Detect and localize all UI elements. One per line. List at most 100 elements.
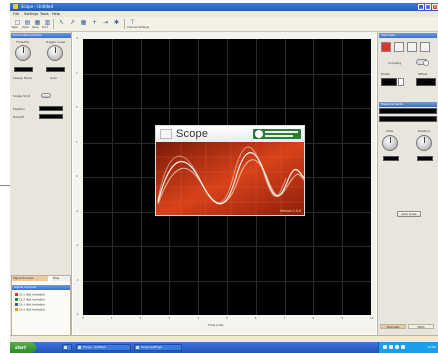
menu-help[interactable]: Help	[52, 12, 60, 16]
toolbar-separator	[124, 19, 125, 29]
time-div-knob[interactable]	[15, 45, 31, 61]
grid-line-horizontal	[83, 246, 371, 247]
channel-color-swatch	[15, 308, 18, 311]
y-tick-label: 3	[76, 71, 78, 75]
y-tick-label: 2	[76, 106, 78, 109]
toolbar-button-5[interactable]: ↗	[68, 19, 76, 30]
tab-signal-sources[interactable]: Signal Sources	[12, 276, 48, 281]
start-button[interactable]: start	[10, 342, 36, 353]
taskbar-app-1[interactable]	[62, 344, 72, 351]
channel-2-color-button[interactable]	[394, 42, 404, 52]
tab-channels[interactable]: Channels	[380, 324, 406, 329]
channel-4-color-button[interactable]	[420, 42, 430, 52]
channel-color-swatch	[15, 293, 18, 296]
toolbar-button-3[interactable]: ▥ Print	[42, 19, 51, 30]
x-tick-label: 9	[341, 317, 343, 320]
minimize-button[interactable]: _	[418, 4, 424, 10]
toolbar-button-9[interactable]: ✱	[112, 19, 120, 30]
volts-label: Volts	[386, 129, 394, 133]
close-button[interactable]: ×	[432, 4, 438, 10]
tray-icon[interactable]	[383, 345, 387, 349]
tray-icon[interactable]	[401, 345, 405, 349]
channel-1-color-button[interactable]	[381, 42, 391, 52]
y-tick-label: -1	[76, 209, 79, 213]
zoom-icon: ↗	[69, 19, 76, 26]
position-field[interactable]	[39, 106, 63, 111]
brand-text-line	[265, 131, 298, 133]
signal-source-item[interactable]: Ch 2 (Not Available)	[15, 298, 45, 302]
right-channel-panel: Channels Coupling Probe Offset Measureme…	[377, 32, 438, 342]
x-axis-label: Time (mS)	[208, 323, 224, 327]
x-tick-label: 7	[283, 317, 286, 320]
probe-label: Probe	[381, 72, 390, 76]
toolbar: □ New ▤ Open ▦ Save ▥ Print ↖ ↗ ▦ + ⇥ ✱ ⊤ Channel Setti…	[10, 17, 438, 32]
tray-icon[interactable]	[389, 345, 393, 349]
scope-display-frame: 0 1 2 3 4 5 6 7 8 9 10 4 3 2 1 0 -1 -2 -3 -4 Time (mS) Sco…	[73, 32, 376, 334]
toolbar-button-label: Save	[32, 26, 39, 29]
splash-title: Scope	[176, 128, 209, 140]
taskbar-app-settings[interactable]: Scope Settings	[134, 344, 182, 351]
menu-tools[interactable]: Tools	[40, 12, 49, 16]
splash-waveform-art	[156, 142, 304, 215]
signal-source-label: Ch 2 (Not Available)	[19, 298, 45, 302]
position-knob-label: Position	[418, 129, 430, 133]
position-knob[interactable]	[416, 135, 432, 151]
signal-source-item[interactable]: Ch 4 (Not Available)	[15, 308, 45, 312]
x-tick-label: 4	[197, 317, 199, 320]
signal-source-item[interactable]: Ch 1 (Not Available)	[15, 293, 45, 297]
window-titlebar[interactable]: Scope - Untitled _ □ ×	[10, 3, 438, 11]
brand-mark-icon	[255, 130, 263, 138]
toolbar-button-1[interactable]: ▤ Open	[22, 19, 31, 30]
toolbar-button-6[interactable]: ▦	[79, 19, 87, 30]
open-folder-icon: ▤	[24, 19, 31, 26]
x-tick-label: 5	[226, 317, 228, 320]
single-shot-label: Single Shot	[13, 94, 30, 98]
scope-logo-icon	[160, 129, 172, 139]
x-tick-label: 2	[139, 317, 142, 320]
trigger-level-knob[interactable]	[47, 45, 63, 61]
toolbar-button-2[interactable]: ▦ Save	[32, 19, 41, 30]
menu-file[interactable]: File	[13, 12, 19, 16]
y-tick-label: -4	[76, 313, 79, 316]
window-title: Scope - Untitled	[21, 4, 53, 9]
toolbar-button-label: New	[12, 26, 18, 29]
trigger-level-readout	[46, 67, 65, 72]
grid-line-horizontal	[83, 281, 371, 282]
taskbar-app-scope[interactable]: Scope - Untitled	[76, 344, 131, 351]
offset-readout	[416, 78, 436, 86]
volts-knob[interactable]	[382, 135, 398, 151]
sweep-mode-value[interactable]: Auto	[50, 76, 57, 80]
holdoff-field[interactable]	[39, 114, 63, 119]
signal-source-item[interactable]: Ch 3 (Not Available)	[15, 303, 45, 307]
grid-line-horizontal	[83, 108, 371, 109]
sweep-mode-label: Sweep Mode	[13, 76, 33, 80]
toolbar-button-4[interactable]: ↖	[57, 19, 65, 30]
status-bar	[10, 335, 438, 342]
channel-3-color-button[interactable]	[407, 42, 417, 52]
signal-source-label: Ch 3 (Not Available)	[19, 303, 45, 307]
maximize-button[interactable]: □	[425, 4, 431, 10]
splash-version: Version 1.0.0	[280, 209, 301, 213]
app-icon	[13, 4, 18, 9]
grid-icon: ▦	[80, 19, 87, 26]
tab-math[interactable]: Math	[408, 324, 434, 329]
toolbar-button-label: Open	[22, 26, 29, 29]
auto-scale-button[interactable]: Auto Scale	[397, 211, 421, 217]
toolbar-button-8[interactable]: ⇥	[101, 19, 109, 30]
position-label: Position	[13, 107, 25, 111]
horizontal-controls-header: Horizontal Controls	[11, 33, 71, 38]
time-div-readout	[14, 67, 33, 72]
tray-icon[interactable]	[395, 345, 399, 349]
channel-color-swatch	[15, 303, 18, 306]
toolbar-button-10[interactable]: ⊤ Channel Settings	[127, 19, 149, 30]
tab-files[interactable]: Files	[52, 276, 70, 281]
left-control-panel: Horizontal Controls Time/Div Trigger Lev…	[10, 32, 72, 342]
probe-spinner[interactable]	[398, 78, 404, 86]
toolbar-button-0[interactable]: □ New	[12, 19, 21, 30]
toolbar-button-7[interactable]: +	[90, 19, 98, 30]
coupling-label: Coupling	[388, 61, 402, 65]
y-tick-label: 4	[76, 37, 78, 40]
coupling-toggle[interactable]	[416, 59, 429, 66]
single-shot-button[interactable]	[41, 93, 51, 98]
menu-settings[interactable]: Settings	[24, 12, 39, 16]
